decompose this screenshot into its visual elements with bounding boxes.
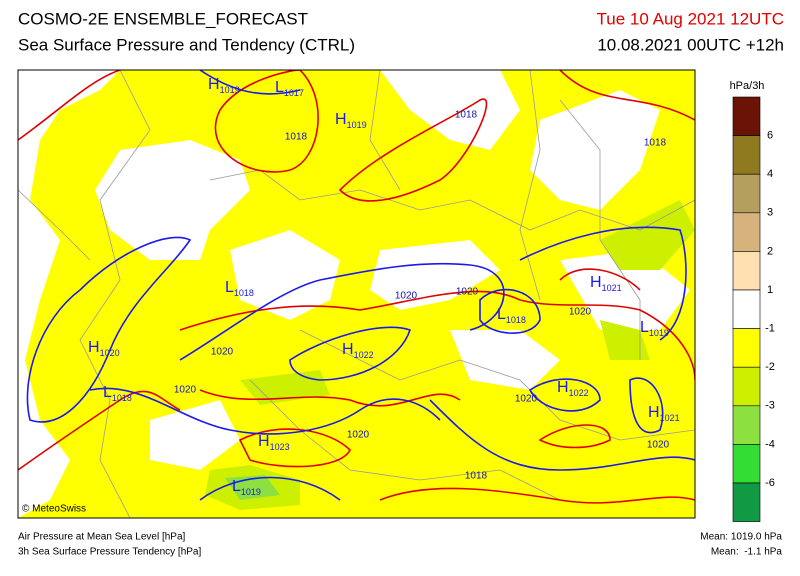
center-letter: L xyxy=(232,478,241,495)
pressure-center: H1023 xyxy=(258,433,290,452)
borders xyxy=(18,70,695,518)
legend-swatch xyxy=(732,482,761,522)
mean-pressure: Mean: 1019.0 hPa xyxy=(700,532,782,543)
center-letter: L xyxy=(497,306,506,323)
center-value: 1019 xyxy=(220,85,240,95)
legend-swatch xyxy=(732,135,761,175)
legend-label: -1 xyxy=(765,323,775,335)
center-value: 1021 xyxy=(660,413,680,423)
pressure-center: H1020 xyxy=(88,339,120,358)
legend-swatch xyxy=(732,405,761,445)
center-letter: H xyxy=(557,379,569,396)
contour-label: 1020 xyxy=(569,307,592,318)
center-letter: H xyxy=(258,433,270,450)
center-letter: H xyxy=(342,341,354,358)
pressure-center: H1019 xyxy=(208,76,240,95)
legend-label: 3 xyxy=(767,207,773,219)
contour-label: 1018 xyxy=(465,471,488,482)
center-letter: H xyxy=(88,339,100,356)
mean-tendency: Mean: -1.1 hPa xyxy=(711,547,783,558)
contour-label: 1020 xyxy=(456,287,479,298)
legend-swatch xyxy=(732,173,761,214)
legend-swatch xyxy=(732,444,761,484)
center-value: 1020 xyxy=(100,348,120,358)
contour-label: 1018 xyxy=(455,110,478,121)
contour-label: 1018 xyxy=(644,138,667,149)
tendency-contours xyxy=(18,70,695,504)
legend-swatch xyxy=(732,212,761,252)
valid-time: Tue 10 Aug 2021 12UTC xyxy=(597,9,784,28)
pressure-center: L1019 xyxy=(640,319,669,338)
pressure-center: H1021 xyxy=(590,274,622,293)
legend-swatch xyxy=(732,251,761,291)
legend-swatch xyxy=(732,328,761,368)
pressure-center: L1017 xyxy=(275,79,304,98)
legend-label: 2 xyxy=(767,245,773,257)
pressure-center: H1019 xyxy=(335,111,367,130)
contour-label: 1020 xyxy=(174,385,197,396)
legend-swatch xyxy=(732,289,761,329)
center-letter: H xyxy=(335,111,347,128)
pressure-center: L1019 xyxy=(232,478,261,497)
center-value: 1023 xyxy=(270,442,290,452)
center-value: 1018 xyxy=(506,315,526,325)
center-letter: H xyxy=(648,404,660,421)
center-letter: L xyxy=(225,279,234,296)
contour-label: 1020 xyxy=(395,291,418,302)
legend-label: -2 xyxy=(765,361,775,373)
footer-line: Air Pressure at Mean Sea Level [hPa] xyxy=(18,532,186,543)
pressure-center: H1022 xyxy=(342,341,374,360)
map xyxy=(17,69,696,519)
contour-label: 1020 xyxy=(515,394,538,405)
subtitle: Sea Surface Pressure and Tendency (CTRL) xyxy=(18,35,355,54)
footer-line: 3h Sea Surface Pressure Tendency [hPa] xyxy=(18,547,201,558)
legend-label: 4 xyxy=(767,168,773,180)
center-value: 1019 xyxy=(649,328,669,338)
legend-label: 6 xyxy=(767,130,773,142)
legend-swatch xyxy=(732,96,761,136)
contour-label: 1020 xyxy=(647,440,670,451)
contour-label: 1020 xyxy=(211,347,234,358)
run-time: 10.08.2021 00UTC +12h xyxy=(597,35,784,54)
contour-label: 1020 xyxy=(347,430,370,441)
legend-label: -6 xyxy=(765,477,775,489)
center-value: 1018 xyxy=(112,393,132,403)
contour-label: 1018 xyxy=(285,132,308,143)
center-letter: L xyxy=(640,319,649,336)
legend-label: -4 xyxy=(765,438,775,450)
pressure-center: H1022 xyxy=(557,379,589,398)
pressure-center: L1018 xyxy=(103,384,132,403)
center-letter: H xyxy=(208,76,220,93)
center-letter: L xyxy=(103,384,112,401)
center-value: 1019 xyxy=(241,487,261,497)
legend-unit: hPa/3h xyxy=(730,80,765,92)
center-value: 1017 xyxy=(284,88,304,98)
pressure-contours xyxy=(26,70,695,501)
legend-swatch xyxy=(732,366,761,407)
pressure-center: L1018 xyxy=(497,306,526,325)
center-value: 1019 xyxy=(347,120,367,130)
center-letter: H xyxy=(590,274,602,291)
center-value: 1021 xyxy=(602,283,622,293)
legend-label: 1 xyxy=(767,284,773,296)
pressure-center: H1021 xyxy=(648,404,680,423)
center-value: 1022 xyxy=(569,388,589,398)
center-letter: L xyxy=(275,79,284,96)
center-value: 1018 xyxy=(234,288,254,298)
center-value: 1022 xyxy=(354,350,374,360)
title: COSMO-2E ENSEMBLE_FORECAST xyxy=(18,9,308,28)
map-frame xyxy=(17,69,696,519)
legend-label: -3 xyxy=(765,400,775,412)
copyright: © MeteoSwiss xyxy=(22,504,86,515)
pressure-center: L1018 xyxy=(225,279,254,298)
